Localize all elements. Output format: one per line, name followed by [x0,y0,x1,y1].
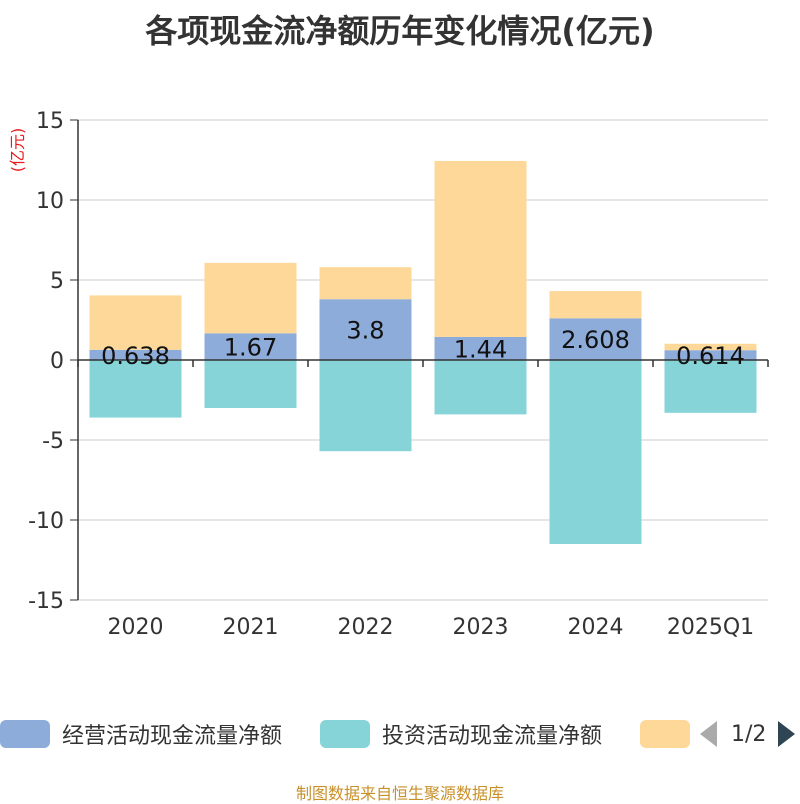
bar-series0-2024 [549,318,642,360]
legend: 经营活动现金流量净额 投资活动现金流量净额 1/2 [0,716,800,752]
bar-series1-2025Q1 [664,360,757,413]
y-tick-label: 10 [36,189,64,214]
chart-title: 各项现金流净额历年变化情况(亿元) [145,12,655,50]
y-tick-label: -10 [28,509,64,534]
legend-next-icon[interactable] [778,721,796,747]
legend-swatch-operating [0,720,50,748]
y-tick-label: -15 [28,589,64,614]
bar-series2-2024 [549,291,642,319]
chart-plot: 15 10 5 0 -5 -10 -15 2020 2021 2022 2023 2024 2025Q1… [28,109,769,640]
x-tick-label-2020: 2020 [108,615,164,640]
bar-series0-2025Q1 [664,350,757,360]
legend-swatch-financing [640,720,690,748]
bar-series1-2020 [89,360,182,418]
x-tick-label-2023: 2023 [453,615,509,640]
axes: 15 10 5 0 -5 -10 -15 2020 2021 2022 2023 2024 2025Q1 [28,109,769,640]
x-tick-label-2025Q1: 2025Q1 [667,615,754,640]
bar-series0-2021 [204,333,297,360]
data-labels: 0.638 1.67 3.8 1.44 2.608 0.614 [101,317,745,370]
legend-item-financing[interactable] [640,716,690,752]
legend-item-investing[interactable]: 投资活动现金流量净额 [320,716,602,752]
data-label-2023: 1.44 [454,335,507,363]
bar-series2-2020 [89,295,182,350]
legend-pager: 1/2 [700,716,796,752]
bar-series1-2022 [319,360,412,452]
legend-prev-icon[interactable] [700,721,717,747]
y-tick-label: 5 [50,269,64,294]
data-label-2022: 3.8 [346,317,384,345]
data-label-2020: 0.638 [101,342,170,370]
x-tick-label-2021: 2021 [223,615,279,640]
y-tick-label: -5 [42,429,64,454]
x-tick-label-2024: 2024 [568,615,624,640]
data-label-2024: 2.608 [561,326,630,354]
legend-swatch-investing [320,720,370,748]
bar-series0-2020 [89,349,182,360]
y-tick-label: 0 [50,349,64,374]
data-label-2021: 1.67 [224,334,277,362]
legend-page-indicator: 1/2 [731,721,767,747]
x-tick-label-2022: 2022 [338,615,394,640]
source-note: 制图数据来自恒生聚源数据库 [295,784,504,803]
legend-label-operating: 经营活动现金流量净额 [62,724,283,749]
bar-series0-2023 [434,336,527,360]
bar-series2-2023 [434,160,527,337]
bar-series1-2021 [204,360,297,408]
bar-series2-2021 [204,262,297,334]
bars [89,160,757,544]
bar-series2-2025Q1 [664,343,757,351]
bar-series2-2022 [319,267,412,300]
y-tick-label: 15 [36,109,64,134]
bar-series1-2023 [434,360,527,415]
gridlines [78,119,768,601]
data-label-2025Q1: 0.614 [676,342,745,370]
legend-label-investing: 投资活动现金流量净额 [382,724,603,749]
bar-series0-2022 [319,299,412,360]
bar-series1-2024 [549,360,642,544]
legend-item-operating[interactable]: 经营活动现金流量净额 [0,716,282,752]
